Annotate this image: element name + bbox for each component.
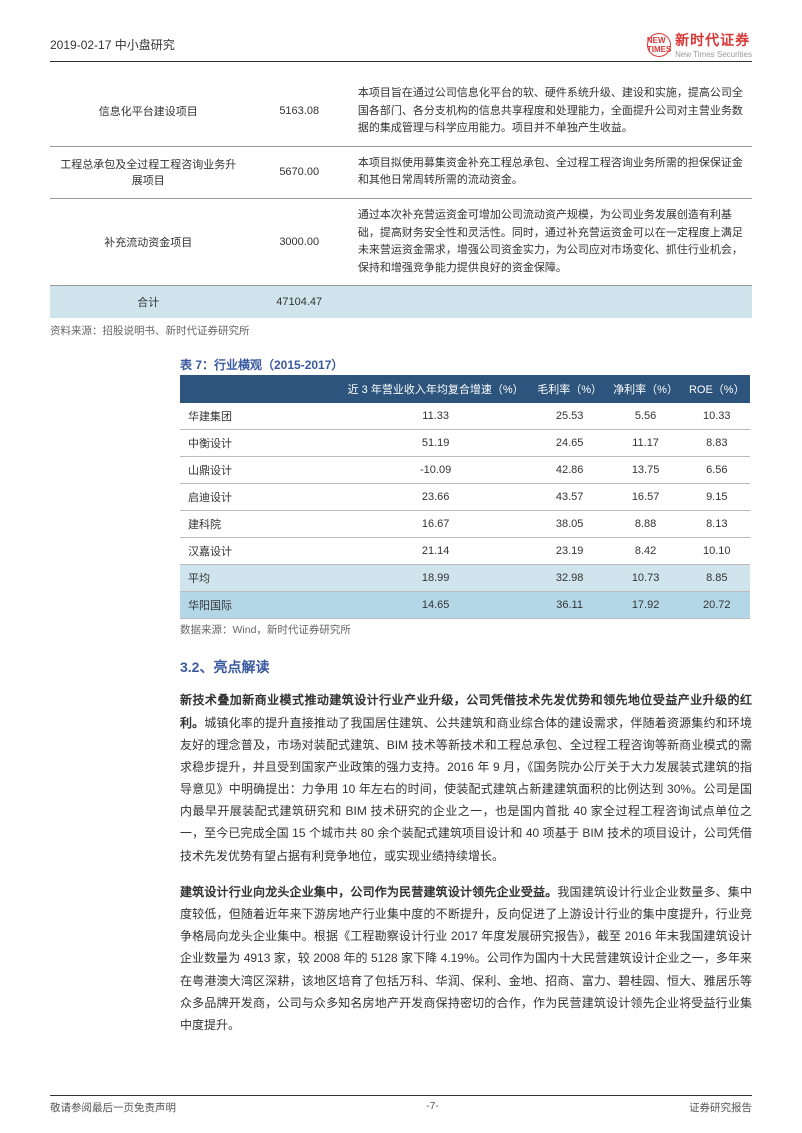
page-footer: 敬请参阅最后一页免责声明 -7- 证券研究报告 xyxy=(50,1095,752,1115)
project-name: 信息化平台建设项目 xyxy=(50,77,247,146)
footer-page-number: -7- xyxy=(426,1100,439,1115)
table-row: 建科院16.6738.058.888.13 xyxy=(180,511,750,538)
table-row: 启迪设计23.6643.5716.579.15 xyxy=(180,484,750,511)
table-row: 华建集团11.3325.535.5610.33 xyxy=(180,403,750,430)
section-heading: 3.2、亮点解读 xyxy=(180,657,752,677)
table-row: 汉嘉设计21.1423.198.4210.10 xyxy=(180,538,750,565)
table-header-row: 近 3 年营业收入年均复合增速（%） 毛利率（%） 净利率（%） ROE（%） xyxy=(180,375,750,403)
table1-source: 资料来源：招股说明书、新时代证券研究所 xyxy=(50,323,752,338)
para2-lead: 建筑设计行业向龙头企业集中，公司作为民营建筑设计领先企业受益。 xyxy=(180,885,557,899)
page-header: 2019-02-17 中小盘研究 NEW TIMES 新时代证券 New Tim… xyxy=(50,30,752,62)
header-date-category: 2019-02-17 中小盘研究 xyxy=(50,36,175,53)
table2-title: 表 7：行业横观（2015-2017） xyxy=(180,356,752,373)
table-row: 山鼎设计-10.0942.8613.756.56 xyxy=(180,457,750,484)
project-amount: 5163.08 xyxy=(247,77,352,146)
project-amount: 5670.00 xyxy=(247,146,352,198)
table-row: 中衡设计51.1924.6511.178.83 xyxy=(180,430,750,457)
project-name: 工程总承包及全过程工程咨询业务升展项目 xyxy=(50,146,247,198)
total-label: 合计 xyxy=(50,286,247,319)
para2-body: 我国建筑设计行业企业数量多、集中度较低，但随着近年来下游房地产行业集中度的不断提… xyxy=(180,885,752,1032)
col-header xyxy=(180,375,340,403)
col-header: 净利率（%） xyxy=(608,375,684,403)
total-amount: 47104.47 xyxy=(247,286,352,319)
footer-right: 证券研究报告 xyxy=(689,1100,752,1115)
funding-projects-table: 信息化平台建设项目 5163.08 本项目旨在通过公司信息化平台的软、硬件系统升… xyxy=(50,77,752,318)
project-name: 补充流动资金项目 xyxy=(50,198,247,285)
company-logo: NEW TIMES 新时代证券 New Times Securities xyxy=(647,30,752,59)
project-desc: 本项目拟使用募集资金补充工程总承包、全过程工程咨询业务所需的担保保证金和其他日常… xyxy=(352,146,752,198)
paragraph-1: 新技术叠加新商业模式推动建筑设计行业产业升级，公司凭借技术先发优势和领先地位受益… xyxy=(180,689,752,867)
project-desc: 通过本次补充营运资金可增加公司流动资产规模，为公司业务发展创造有利基础，提高财务… xyxy=(352,198,752,285)
table-avg-row: 平均18.9932.9810.738.85 xyxy=(180,565,750,592)
table-row: 补充流动资金项目 3000.00 通过本次补充营运资金可增加公司流动资产规模，为… xyxy=(50,198,752,285)
project-desc: 本项目旨在通过公司信息化平台的软、硬件系统升级、建设和实施，提高公司全国各部门、… xyxy=(352,77,752,146)
table-row: 工程总承包及全过程工程咨询业务升展项目 5670.00 本项目拟使用募集资金补充… xyxy=(50,146,752,198)
table-total-row: 合计 47104.47 xyxy=(50,286,752,319)
col-header: 毛利率（%） xyxy=(532,375,608,403)
para1-body: 城镇化率的提升直接推动了我国居住建筑、公共建筑和商业综合体的建设需求，伴随着资源… xyxy=(180,716,752,863)
col-header: ROE（%） xyxy=(684,375,750,403)
table2-source: 数据来源：Wind，新时代证券研究所 xyxy=(180,622,752,637)
col-header: 近 3 年营业收入年均复合增速（%） xyxy=(340,375,532,403)
project-amount: 3000.00 xyxy=(247,198,352,285)
table-highlight-row: 华阳国际14.6536.1117.9220.72 xyxy=(180,592,750,619)
logo-cn: 新时代证券 xyxy=(675,32,750,48)
table-row: 信息化平台建设项目 5163.08 本项目旨在通过公司信息化平台的软、硬件系统升… xyxy=(50,77,752,146)
footer-left: 敬请参阅最后一页免责声明 xyxy=(50,1100,176,1115)
paragraph-2: 建筑设计行业向龙头企业集中，公司作为民营建筑设计领先企业受益。我国建筑设计行业企… xyxy=(180,881,752,1036)
logo-icon: NEW TIMES xyxy=(647,33,671,57)
logo-en: New Times Securities xyxy=(675,50,752,59)
industry-comparison-table: 近 3 年营业收入年均复合增速（%） 毛利率（%） 净利率（%） ROE（%） … xyxy=(180,375,750,619)
